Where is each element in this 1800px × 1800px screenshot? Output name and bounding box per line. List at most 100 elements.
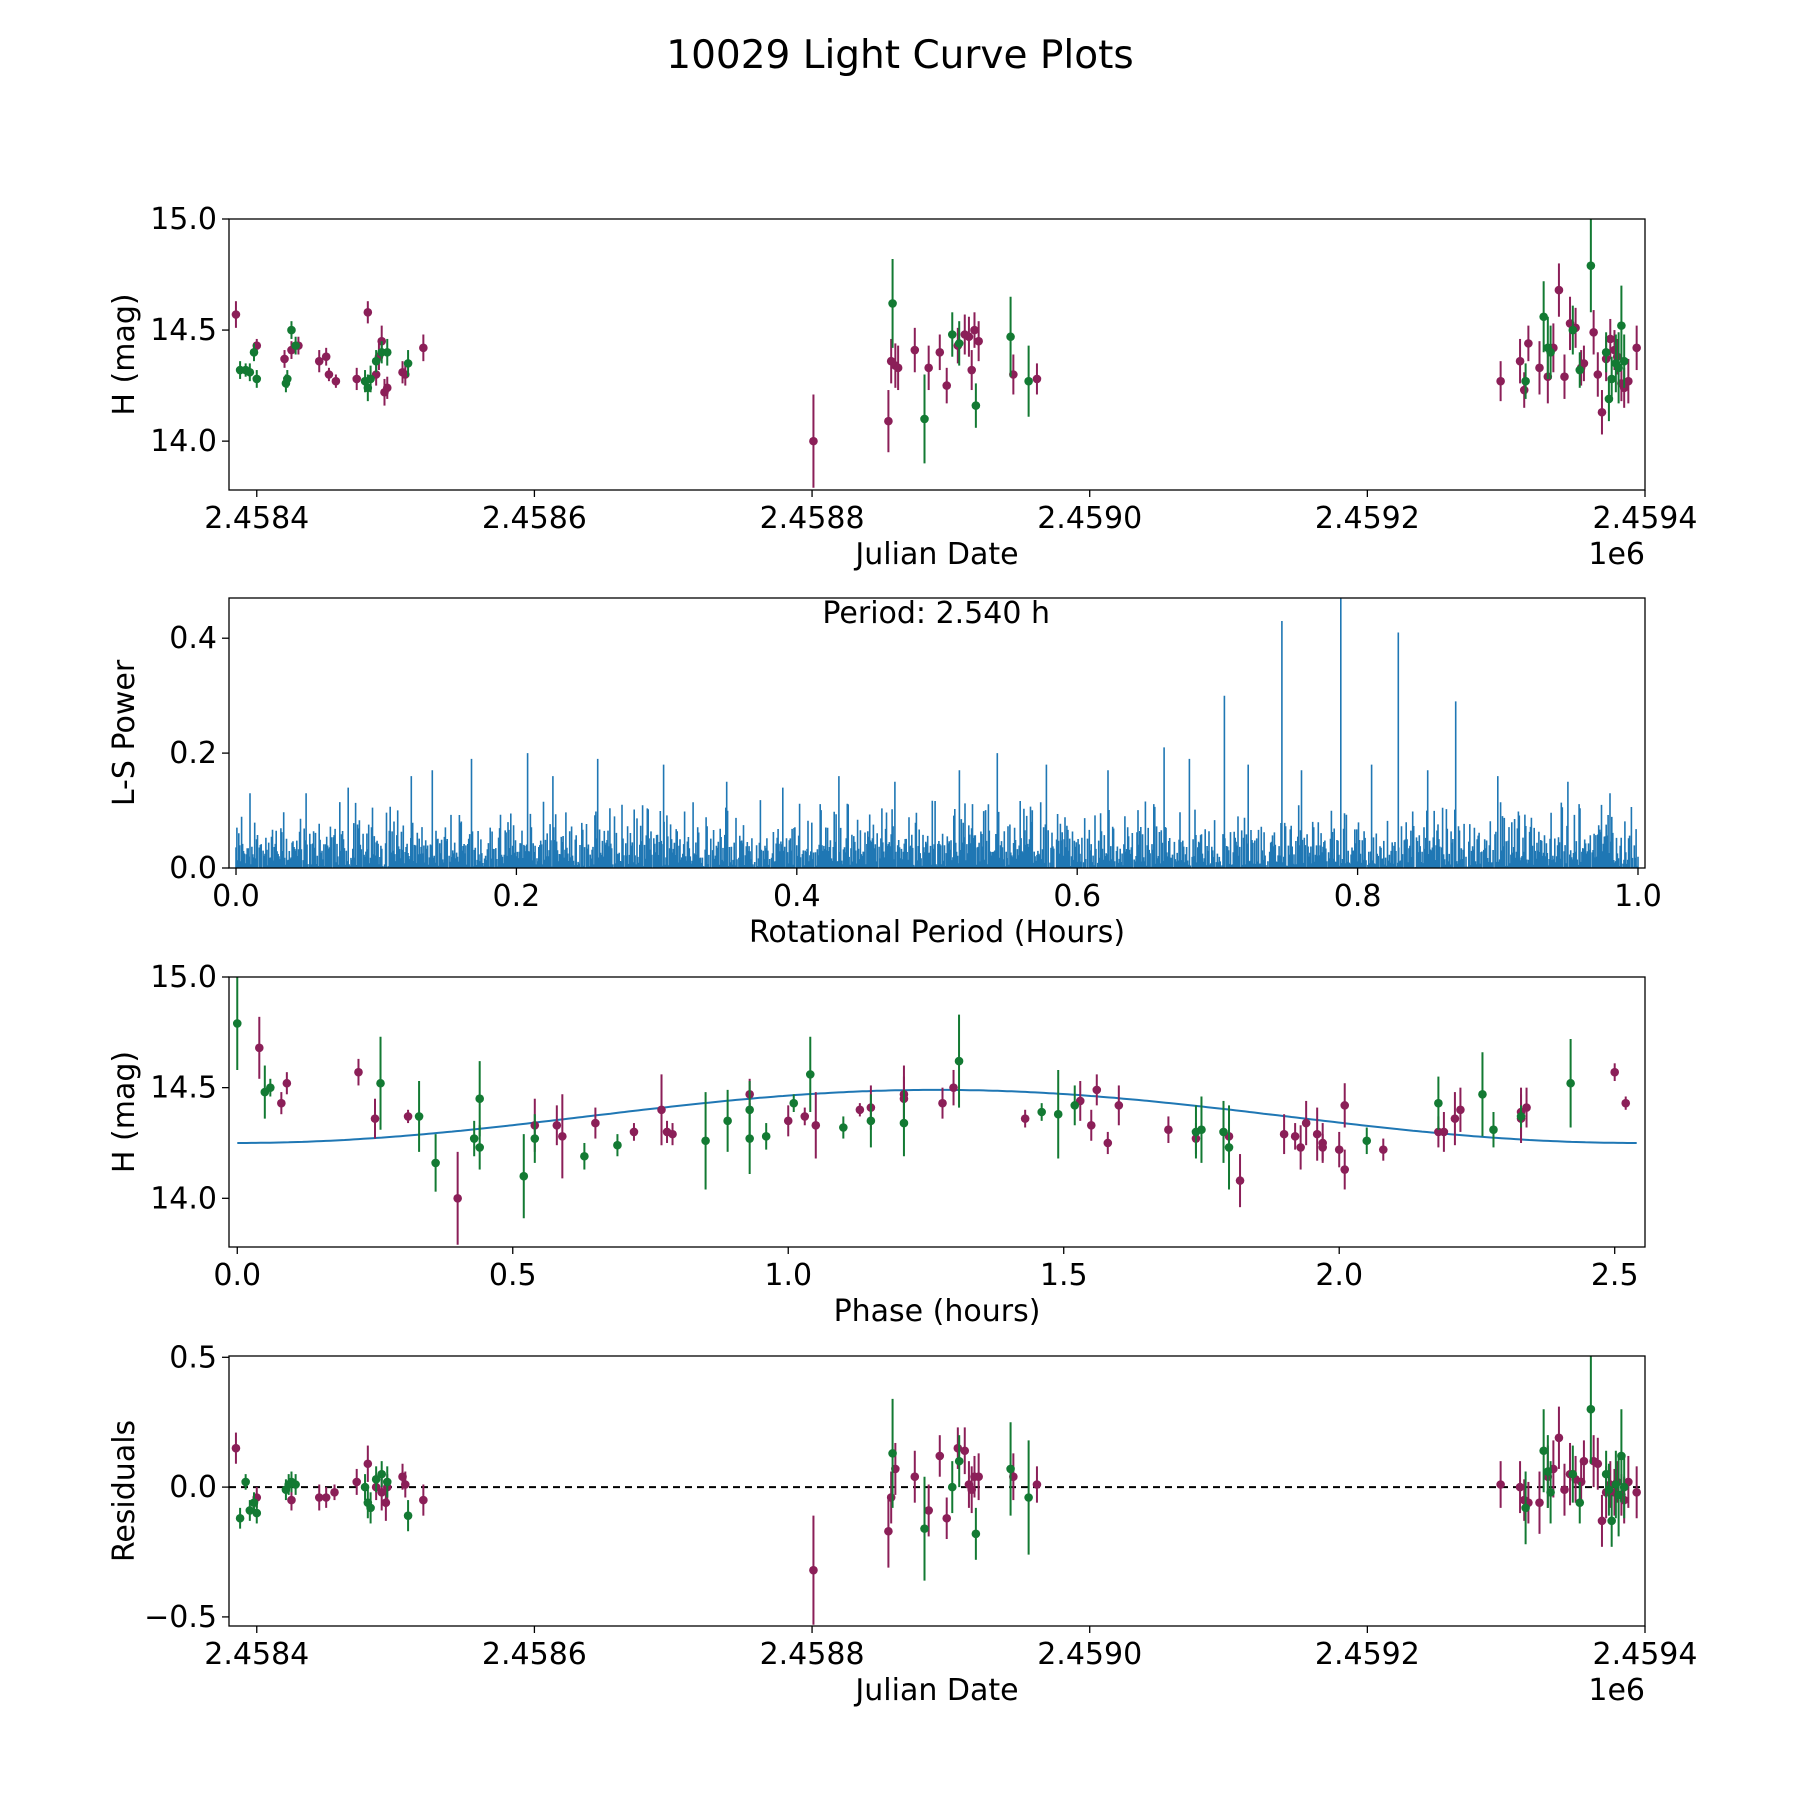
data-point-green xyxy=(954,1056,964,1066)
data-point-maroon xyxy=(1235,1176,1245,1185)
data-point-green xyxy=(701,1136,710,1146)
x-axis-label: Phase (hours) xyxy=(834,1294,1041,1329)
data-point-green xyxy=(371,1475,381,1484)
data-point-green xyxy=(866,1116,876,1126)
data-point-green xyxy=(530,1134,540,1143)
x-tick-label: 2.4588 xyxy=(760,1637,865,1672)
x-tick-label: 2.4584 xyxy=(204,1637,309,1672)
data-point-maroon xyxy=(401,1480,410,1489)
data-point-green xyxy=(1024,376,1033,386)
data-point-maroon xyxy=(1103,1138,1113,1148)
data-point-green xyxy=(403,359,413,368)
data-point-maroon xyxy=(1560,372,1569,382)
data-point-maroon xyxy=(321,1493,331,1502)
data-point-green xyxy=(1568,325,1578,335)
data-point-maroon xyxy=(1279,1129,1289,1139)
x-offset-label: 1e6 xyxy=(1588,1673,1645,1708)
axes-frame xyxy=(228,218,1646,491)
x-tick-label: 0.0 xyxy=(213,1258,261,1293)
data-point-maroon xyxy=(1378,1145,1388,1154)
data-point-green xyxy=(1478,1089,1487,1099)
data-point-maroon xyxy=(924,363,933,373)
data-point-green xyxy=(377,1469,387,1479)
data-point-maroon xyxy=(282,1078,292,1088)
data-point-maroon xyxy=(552,1120,562,1130)
data-point-green xyxy=(1566,1078,1575,1088)
data-point-green xyxy=(1604,1485,1614,1495)
data-point-green xyxy=(1575,365,1585,375)
data-point-maroon xyxy=(910,1472,920,1482)
data-point-green xyxy=(1575,1498,1585,1507)
data-point-maroon xyxy=(1340,1165,1350,1174)
data-point-maroon xyxy=(964,332,974,342)
data-point-green xyxy=(382,1477,392,1487)
data-point-green xyxy=(1607,1516,1616,1526)
data-point-maroon xyxy=(1092,1085,1102,1095)
data-point-maroon xyxy=(1589,327,1598,337)
y-tick-label: 15.0 xyxy=(150,960,217,995)
data-point-green xyxy=(947,330,957,339)
residuals-panel: 2.4584 2.4586 2.4588 2.4590 2.4592 2.4594 −0.5… xyxy=(107,1340,1697,1708)
data-point-maroon xyxy=(280,354,289,364)
data-point-green xyxy=(1614,363,1623,373)
data-point-maroon xyxy=(855,1105,865,1115)
data-point-green xyxy=(1024,1493,1033,1502)
data-point-green xyxy=(1546,1487,1555,1497)
data-point-maroon xyxy=(974,1472,983,1482)
data-point-maroon xyxy=(314,356,324,366)
x-tick-label: 2.5 xyxy=(1591,1258,1639,1293)
data-point-green xyxy=(249,347,259,357)
data-point-maroon xyxy=(938,1098,947,1108)
data-point-green xyxy=(805,1070,815,1079)
data-point-green xyxy=(1070,1101,1080,1110)
light-curve-panel: 2.4584 2.4586 2.4588 2.4590 2.4592 2.4594 14.0… xyxy=(107,202,1697,572)
data-point-green xyxy=(789,1098,799,1108)
data-point-maroon xyxy=(1522,1103,1531,1112)
data-point-maroon xyxy=(1456,1105,1465,1115)
data-point-green xyxy=(291,1480,300,1489)
x-axis-label: Julian Date xyxy=(853,537,1018,572)
data-point-maroon xyxy=(1318,1143,1327,1152)
data-point-green xyxy=(1489,1125,1498,1135)
x-tick-label: 2.4592 xyxy=(1315,501,1420,536)
axes-frame xyxy=(228,597,1646,869)
data-point-maroon xyxy=(1164,1125,1173,1135)
x-axis-label: Rotational Period (Hours) xyxy=(749,915,1125,950)
data-point-green xyxy=(431,1158,440,1168)
data-point-maroon xyxy=(809,436,818,446)
x-tick-label: 2.4594 xyxy=(1593,501,1698,536)
data-point-green xyxy=(245,1506,255,1515)
data-point-green xyxy=(1539,312,1548,322)
data-point-maroon xyxy=(1579,1456,1589,1466)
data-point-maroon xyxy=(1593,1459,1603,1469)
data-point-maroon xyxy=(231,310,241,319)
data-point-maroon xyxy=(403,1112,413,1121)
data-point-maroon xyxy=(668,1129,677,1139)
x-tick-label: 2.4594 xyxy=(1593,1637,1698,1672)
y-axis-label: H (mag) xyxy=(107,1051,142,1173)
x-tick-label: 2.4590 xyxy=(1037,1637,1142,1672)
axes-frame xyxy=(228,976,1646,1248)
data-point-maroon xyxy=(255,1043,264,1053)
data-point-maroon xyxy=(949,1083,958,1092)
data-point-green xyxy=(723,1116,732,1126)
data-point-green xyxy=(920,1524,929,1533)
data-point-maroon xyxy=(1632,343,1641,353)
data-point-green xyxy=(469,1134,479,1143)
data-point-maroon xyxy=(629,1127,639,1137)
data-point-maroon xyxy=(277,1098,286,1108)
x-tick-label: 0.6 xyxy=(1053,879,1101,914)
x-tick-label: 1.0 xyxy=(1614,879,1662,914)
data-point-green xyxy=(1197,1125,1206,1135)
data-point-maroon xyxy=(1290,1132,1300,1141)
data-point-green xyxy=(899,1118,909,1128)
data-point-green xyxy=(235,1513,245,1523)
data-point-maroon xyxy=(381,1498,391,1507)
data-point-maroon xyxy=(1515,1482,1525,1492)
x-tick-label: 0.0 xyxy=(212,879,260,914)
data-point-green xyxy=(1586,1404,1596,1414)
data-point-maroon xyxy=(974,336,983,346)
data-point-green xyxy=(1362,1136,1372,1146)
data-point-green xyxy=(1521,376,1530,386)
